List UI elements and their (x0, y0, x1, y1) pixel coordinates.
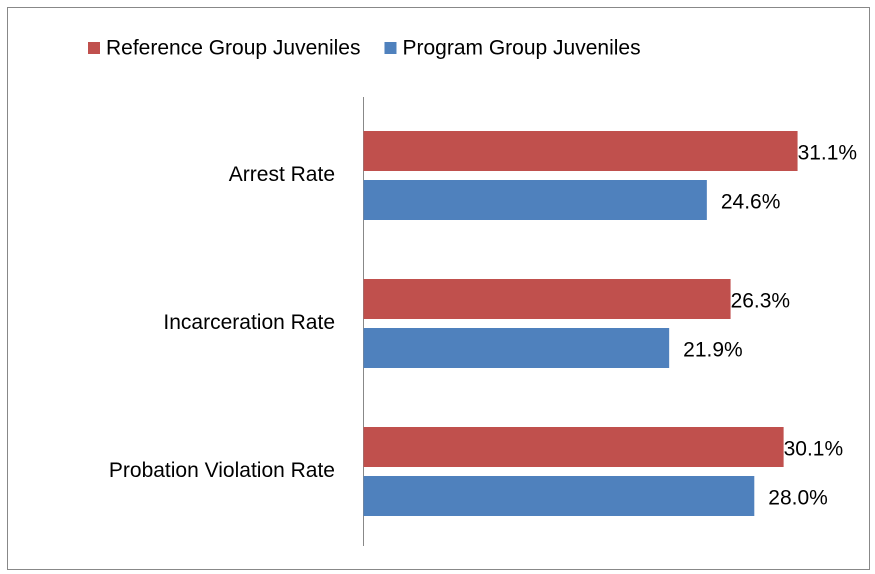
data-label: 30.1% (784, 438, 844, 461)
bar (363, 328, 670, 368)
bar (363, 476, 755, 516)
y-tick-label: Probation Violation Rate (109, 459, 335, 482)
bar (363, 427, 784, 467)
bar (363, 131, 798, 171)
data-label: 28.0% (768, 487, 828, 510)
data-label: 26.3% (731, 290, 791, 313)
legend-swatch (88, 42, 100, 54)
legend-swatch (384, 42, 397, 54)
y-tick-label: Incarceration Rate (163, 311, 335, 334)
data-label: 24.6% (721, 191, 781, 214)
legend-label: Reference Group Juveniles (106, 37, 360, 60)
data-label: 31.1% (798, 142, 858, 165)
data-label: 21.9% (683, 339, 743, 362)
y-tick-label: Arrest Rate (229, 163, 335, 186)
bar (363, 279, 731, 319)
legend-label: Program Group Juveniles (402, 37, 640, 60)
bar (363, 180, 707, 220)
